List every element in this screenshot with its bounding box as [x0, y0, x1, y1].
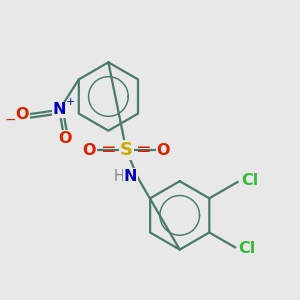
Text: +: + [66, 97, 75, 106]
Text: H: H [113, 169, 124, 184]
Text: O: O [58, 130, 72, 146]
Text: O: O [157, 142, 170, 158]
Text: =: = [136, 140, 152, 159]
Text: O: O [82, 142, 96, 158]
Text: Cl: Cl [241, 173, 258, 188]
Text: S: S [120, 141, 133, 159]
Text: Cl: Cl [238, 241, 256, 256]
Text: N: N [52, 102, 66, 117]
Text: O: O [15, 107, 29, 122]
Text: N: N [124, 169, 137, 184]
Text: −: − [4, 113, 16, 127]
Text: =: = [100, 140, 116, 159]
